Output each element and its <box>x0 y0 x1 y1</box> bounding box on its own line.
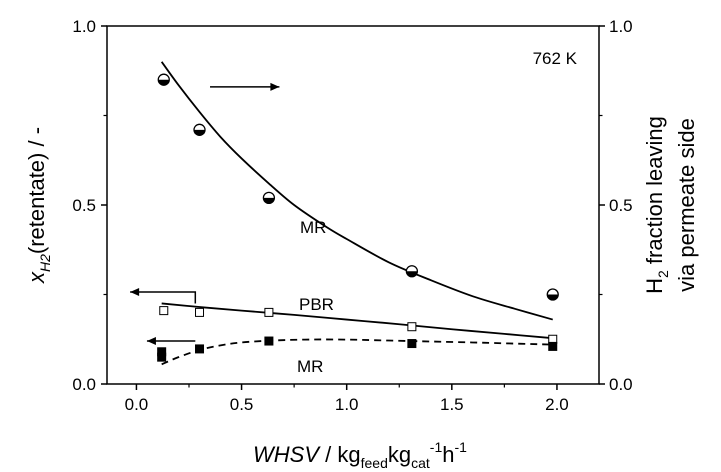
filled-square-marker <box>157 352 167 362</box>
x-tick-label: 2.0 <box>545 395 569 414</box>
fit-curve <box>161 302 553 340</box>
filled-square-marker <box>264 336 274 346</box>
plot-frame <box>106 25 600 385</box>
markers <box>157 73 559 362</box>
half-circle-fill <box>194 129 206 136</box>
y-right-tick-label: 1.0 <box>609 17 633 36</box>
x-tick-label: 0.0 <box>125 395 149 414</box>
half-circle-fill <box>547 294 559 300</box>
arrows <box>130 82 280 346</box>
dashed-fit-curve <box>161 338 553 366</box>
ticks: 0.0 0.5 1.0 1.5 2.0 0.0 0.5 1.0 0.0 0.5 1.0 <box>72 17 632 414</box>
y-right-tick-label: 0.0 <box>609 375 633 394</box>
mr-bottom-label: MR <box>297 357 323 376</box>
y-axis-right-title-line2: via permeate side <box>674 118 699 292</box>
filled-square-marker <box>407 339 417 349</box>
y-axis-right-title-line1: H2 fraction leaving <box>642 116 671 294</box>
arrow-left-head <box>146 337 156 346</box>
x-tick-label: 1.0 <box>335 395 359 414</box>
curves <box>160 61 553 366</box>
x-tick-label: 1.5 <box>440 395 464 414</box>
open-square-marker <box>159 306 169 316</box>
x-tick-label: 0.5 <box>230 395 254 414</box>
y-axis-left-title: xH2(retentate) / - <box>24 127 53 284</box>
arrow-left-head <box>130 287 140 296</box>
mr-top-label: MR <box>300 218 326 237</box>
x-axis-title: WHSV / kgfeedkgcat-1h-1 <box>253 439 467 471</box>
open-square-marker <box>264 307 274 317</box>
half-circle-fill <box>406 271 418 277</box>
open-square-marker <box>195 307 205 317</box>
fit-curve <box>160 61 553 321</box>
temperature-label: 762 K <box>533 49 578 68</box>
pbr-label: PBR <box>299 295 334 314</box>
arrow-left-shaft <box>130 291 197 304</box>
y-left-tick-label: 0.0 <box>72 375 96 394</box>
plot-area-border <box>106 25 600 385</box>
half-circle-fill <box>263 197 275 204</box>
y-left-tick-label: 1.0 <box>72 17 96 36</box>
filled-square-marker <box>195 344 205 354</box>
half-circle-fill <box>158 79 170 86</box>
open-square-marker <box>407 322 417 332</box>
arrow-right-head <box>270 82 280 91</box>
filled-square-marker <box>548 341 558 351</box>
y-right-tick-label: 0.5 <box>609 196 633 215</box>
y-left-tick-label: 0.5 <box>72 196 96 215</box>
